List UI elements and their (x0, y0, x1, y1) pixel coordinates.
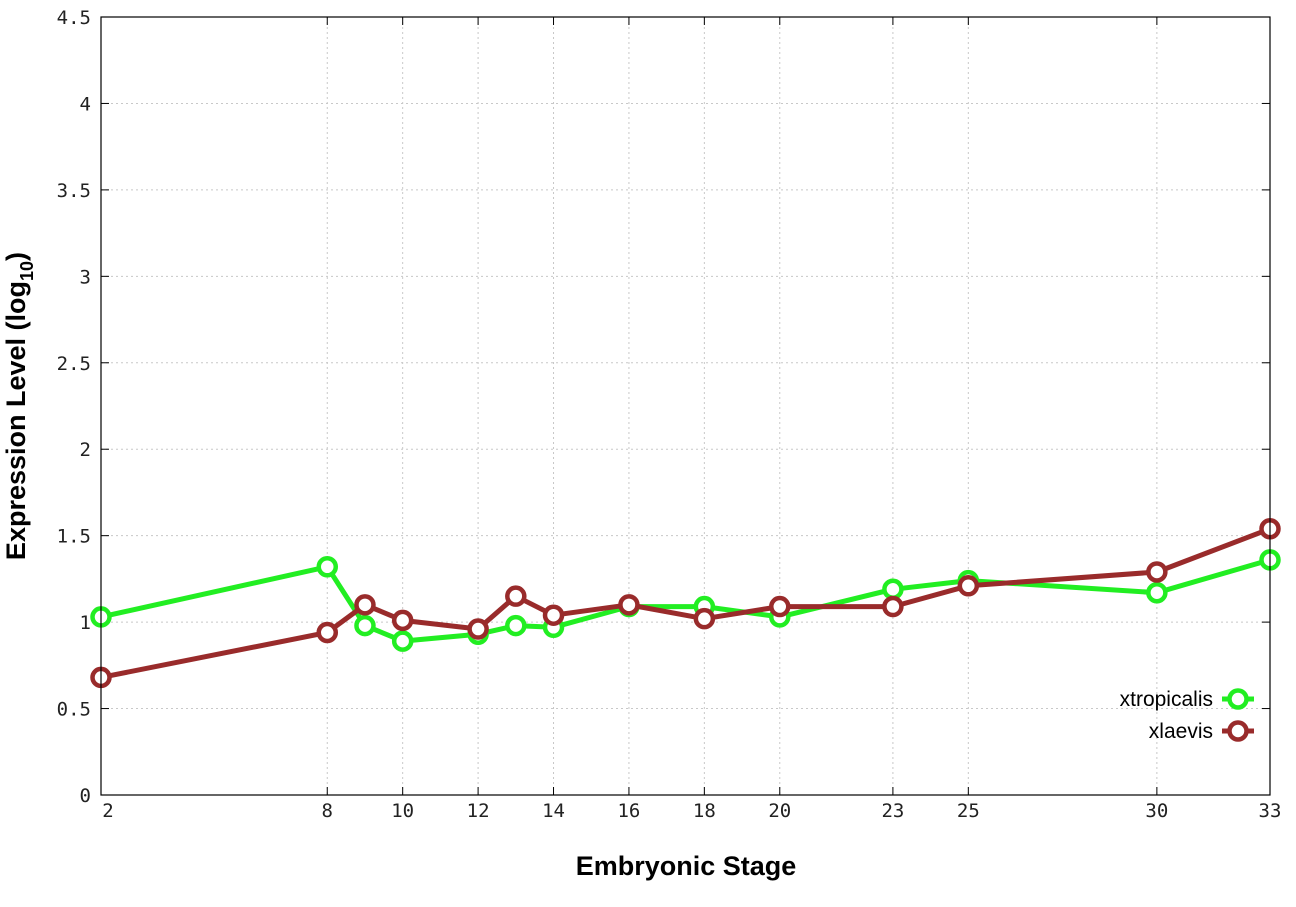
x-tick-label: 8 (322, 800, 333, 822)
y-tick-label: 4 (80, 93, 91, 115)
y-tick-label: 0.5 (57, 699, 91, 721)
legend-label-xlaevis: xlaevis (1149, 720, 1213, 743)
data-point-xlaevis (693, 607, 716, 630)
x-tick-label: 18 (693, 800, 716, 822)
y-axis-title-close: ) (1, 252, 31, 261)
y-tick-label: 4.5 (57, 7, 91, 29)
legend: xtropicalis xlaevis (1120, 688, 1254, 743)
x-tick-label: 2 (102, 800, 113, 822)
x-tick-label: 20 (768, 800, 791, 822)
data-point-xtropicalis (316, 556, 339, 578)
x-tick-label: 10 (391, 800, 414, 822)
data-point-xlaevis (505, 585, 527, 607)
series-layer (90, 518, 1281, 689)
x-tick-label: 30 (1145, 800, 1168, 822)
x-tick-label: 16 (617, 800, 640, 822)
data-point-xtropicalis (354, 614, 376, 637)
data-point-xtropicalis (391, 630, 414, 652)
data-point-xlaevis (467, 618, 489, 640)
x-tick-label: 12 (467, 800, 490, 822)
data-point-xlaevis (1146, 561, 1168, 583)
plot-frame (100, 16, 1271, 796)
x-tick-label: 25 (957, 800, 980, 822)
grid-lines (101, 17, 1270, 795)
x-tick-label: 33 (1259, 800, 1282, 822)
x-axis-title: Embryonic Stage (576, 851, 797, 881)
y-tick-label: 1 (80, 612, 91, 634)
legend-label-xtropicalis: xtropicalis (1120, 688, 1213, 711)
y-tick-label: 0 (80, 785, 91, 807)
data-point-xlaevis (882, 595, 904, 618)
data-point-xlaevis (769, 595, 791, 618)
data-point-xlaevis (618, 594, 640, 616)
data-point-xtropicalis (505, 614, 527, 637)
y-tick-label: 2 (80, 439, 91, 461)
y-axis-title: Expression Level (log10) (1, 252, 37, 560)
data-point-xtropicalis (1146, 581, 1168, 604)
x-tick-label: 14 (542, 800, 565, 822)
y-tick-label: 3.5 (57, 180, 91, 202)
series-line-xtropicalis (100, 557, 1271, 644)
y-tick-label: 3 (80, 266, 91, 288)
axis-ticks (100, 16, 1271, 796)
data-point-xlaevis (957, 575, 980, 597)
legend-marker-xlaevis (1227, 720, 1249, 742)
y-axis-title-main: Expression Level (log (1, 281, 31, 560)
data-point-xlaevis (354, 594, 376, 616)
data-point-xlaevis (542, 604, 565, 626)
x-tick-label: 23 (881, 800, 904, 822)
data-point-xlaevis (316, 621, 339, 644)
y-axis-title-subscript: 10 (17, 261, 37, 281)
y-tick-label: 2.5 (57, 353, 91, 375)
data-point-xtropicalis (882, 578, 904, 601)
data-point-xlaevis (391, 609, 414, 632)
series-line-xlaevis (100, 526, 1271, 680)
tick-labels: 2 8 10 12 14 16 18 20 23 25 30 33 0 0.5 1 1.5 2 2.5 3 3.5 4 4… (57, 7, 1282, 822)
y-tick-label: 1.5 (57, 526, 91, 548)
legend-marker-xtropicalis (1227, 688, 1249, 710)
